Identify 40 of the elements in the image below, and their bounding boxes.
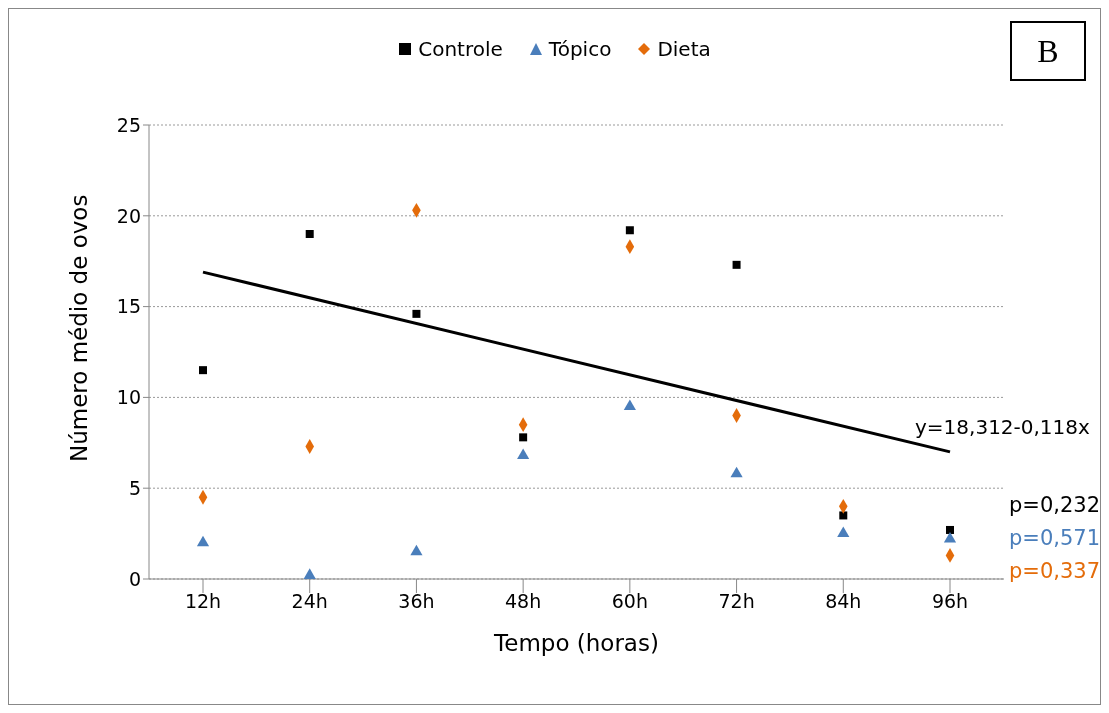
y-tick-label: 20 [116, 204, 141, 227]
point [946, 525, 954, 534]
point [519, 433, 528, 442]
legend-label: Controle [417, 37, 503, 61]
x-tick-label: 48h [505, 590, 542, 613]
point [837, 526, 850, 538]
x-tick-label: 60h [611, 590, 648, 613]
y-tick-label: 0 [128, 567, 141, 590]
point [623, 399, 636, 410]
y-axis-title: Número médio de ovos [66, 194, 93, 462]
x-tick-label: 84h [825, 590, 862, 613]
point [730, 466, 743, 478]
point [943, 532, 957, 543]
x-tick-label: 36h [398, 590, 435, 613]
y-tick-label: 10 [116, 386, 141, 409]
point [196, 535, 210, 547]
annotation: y=18,312-0,118x [915, 415, 1090, 439]
x-tick-label: 96h [931, 590, 969, 613]
point [517, 448, 530, 460]
point [410, 544, 423, 556]
legend-label: Dieta [656, 37, 711, 61]
text: p=0,571 [1009, 526, 1101, 550]
point [732, 260, 741, 269]
point [303, 568, 316, 579]
y-tick-label: 5 [128, 476, 141, 499]
point [412, 309, 421, 318]
point [305, 229, 314, 238]
legend-label: Tópico [547, 37, 612, 61]
text: B [1010, 21, 1086, 81]
x-tick-label: 24h [291, 590, 328, 613]
x-axis-title: Tempo (horas) [493, 630, 659, 656]
x-tick-label: 72h [718, 590, 755, 613]
y-tick-label: 25 [116, 113, 141, 136]
text: p=0,232 [1009, 493, 1101, 517]
point [625, 226, 634, 235]
text: p=0,337 [1009, 559, 1101, 583]
point [839, 511, 848, 520]
y-tick-label: 15 [116, 295, 141, 318]
point [199, 366, 207, 375]
x-tick-label: 12h [184, 590, 222, 613]
